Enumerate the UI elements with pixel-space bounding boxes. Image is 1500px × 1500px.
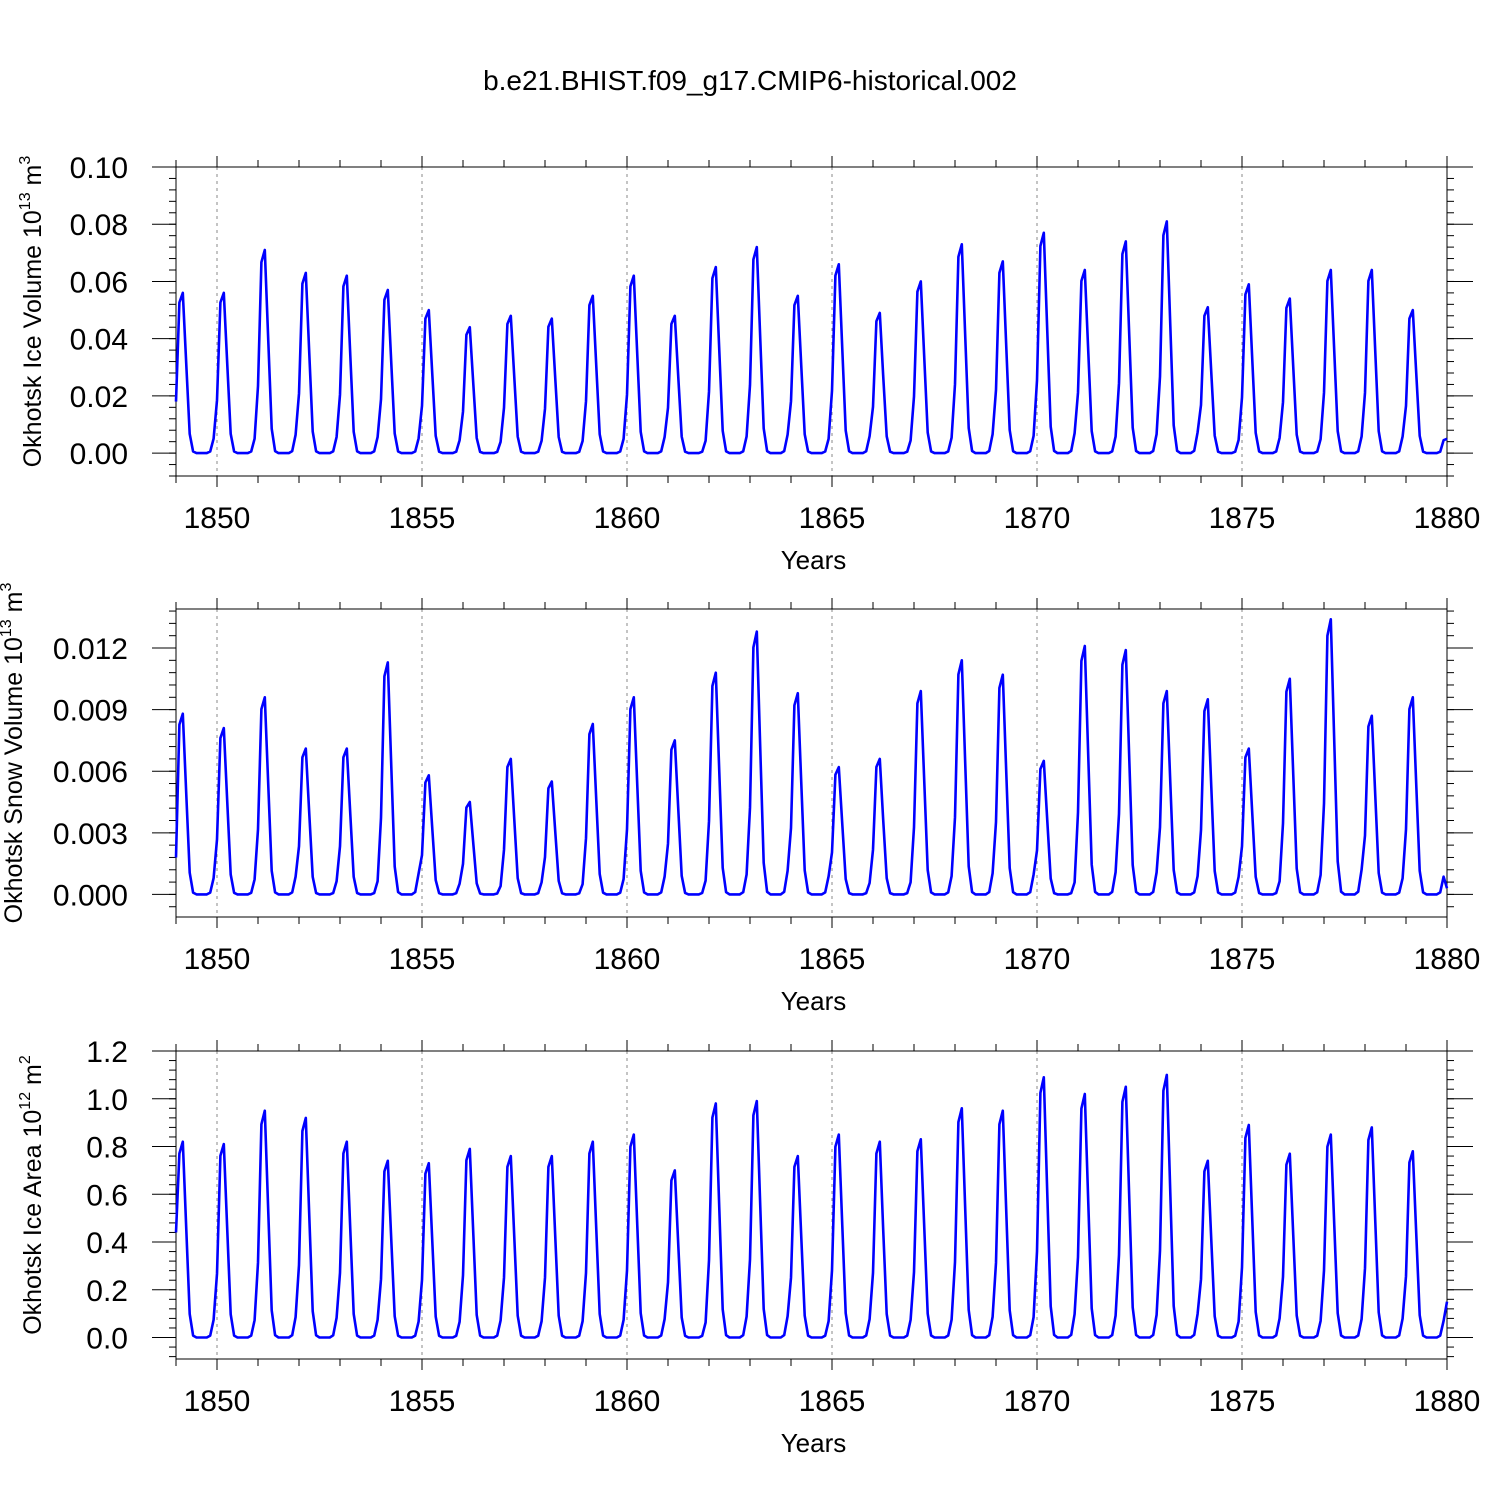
x-tick-label: 1860 xyxy=(594,1385,661,1418)
x-tick-label: 1850 xyxy=(184,943,251,976)
x-tick-label: 1875 xyxy=(1209,943,1276,976)
y-tick-label: 0.012 xyxy=(53,633,128,666)
y-axis-label: Okhotsk Ice Volume 1013 m3 xyxy=(17,156,47,468)
x-tick-label: 1880 xyxy=(1414,943,1481,976)
y-tick-label: 0.10 xyxy=(70,152,128,185)
plot-frame xyxy=(175,166,1448,477)
x-tick-label: 1850 xyxy=(184,1385,251,1418)
y-tick-label: 0.009 xyxy=(53,695,128,728)
x-axis-label: Years xyxy=(781,545,847,575)
y-tick-label: 0.8 xyxy=(86,1132,128,1165)
y-axis-label: Okhotsk Snow Volume 1013 m3 xyxy=(0,583,28,924)
figure-title: b.e21.BHIST.f09_g17.CMIP6-historical.002 xyxy=(483,65,1017,96)
y-tick-label: 0.06 xyxy=(70,266,128,299)
x-tick-label: 1865 xyxy=(799,943,866,976)
y-tick-label: 0.6 xyxy=(86,1179,128,1212)
x-tick-label: 1860 xyxy=(594,502,661,535)
x-axis-label: Years xyxy=(781,1428,847,1458)
y-axis-label: Okhotsk Ice Area 1012 m2 xyxy=(17,1055,47,1335)
series-line-ice-volume xyxy=(174,220,1448,455)
x-tick-label: 1865 xyxy=(799,502,866,535)
y-tick-label: 0.003 xyxy=(53,818,128,851)
x-tick-label: 1875 xyxy=(1209,502,1276,535)
x-tick-label: 1855 xyxy=(389,943,456,976)
series-line-snow-volume xyxy=(174,618,1449,896)
x-tick-label: 1880 xyxy=(1414,1385,1481,1418)
y-tick-label: 0.4 xyxy=(86,1227,128,1260)
x-tick-label: 1860 xyxy=(594,943,661,976)
y-tick-label: 0.08 xyxy=(70,209,128,242)
y-tick-label: 1.0 xyxy=(86,1084,128,1117)
x-tick-label: 1875 xyxy=(1209,1385,1276,1418)
x-axis-label: Years xyxy=(781,986,847,1016)
y-tick-label: 0.04 xyxy=(70,324,128,357)
y-tick-label: 1.2 xyxy=(86,1036,128,1069)
plot-frame xyxy=(175,608,1448,918)
y-tick-label: 0.00 xyxy=(70,438,128,471)
y-tick-label: 0.2 xyxy=(86,1275,128,1308)
panel-ice-area: 1850 1855 1860 1865 1870 1875 1880 0.0 0.2 0.4 0.6… xyxy=(17,1036,1480,1458)
x-tick-label: 1855 xyxy=(389,1385,456,1418)
x-tick-label: 1865 xyxy=(799,1385,866,1418)
y-tick-label: 0.006 xyxy=(53,756,128,789)
x-tick-label: 1870 xyxy=(1004,943,1071,976)
x-tick-label: 1870 xyxy=(1004,502,1071,535)
x-tick-label: 1870 xyxy=(1004,1385,1071,1418)
y-tick-label: 0.0 xyxy=(86,1323,128,1356)
x-tick-label: 1855 xyxy=(389,502,456,535)
y-tick-label: 0.000 xyxy=(53,879,128,912)
panel-ice-volume: 1850 1855 1860 1865 1870 1875 1880 0.00 0.02 0.04… xyxy=(17,152,1480,575)
series-line-ice-area xyxy=(174,1073,1449,1339)
panel-snow-volume: 1850 1855 1860 1865 1870 1875 1880 0.000 0.003 0.… xyxy=(0,583,1480,1016)
y-tick-label: 0.02 xyxy=(70,381,128,414)
x-tick-label: 1850 xyxy=(184,502,251,535)
x-tick-label: 1880 xyxy=(1414,502,1481,535)
